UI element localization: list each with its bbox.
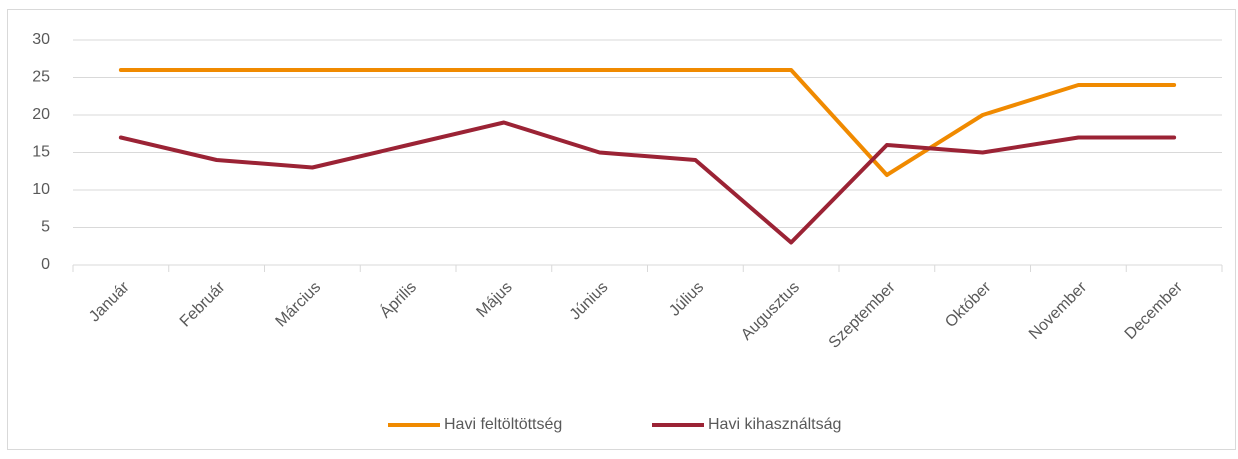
y-tick-label: 15 [32, 144, 50, 161]
legend-label: Havi kihasználtság [708, 416, 841, 433]
y-tick-label: 25 [32, 69, 50, 86]
legend-label: Havi feltöltöttség [444, 416, 562, 433]
chart-border [7, 9, 1236, 450]
y-tick-label: 5 [41, 219, 50, 236]
y-tick-label: 10 [32, 181, 50, 198]
y-tick-label: 0 [41, 256, 50, 273]
series-line [118, 68, 1177, 177]
series-line [118, 120, 1177, 245]
y-tick-label: 30 [32, 31, 50, 48]
y-tick-label: 20 [32, 106, 50, 123]
